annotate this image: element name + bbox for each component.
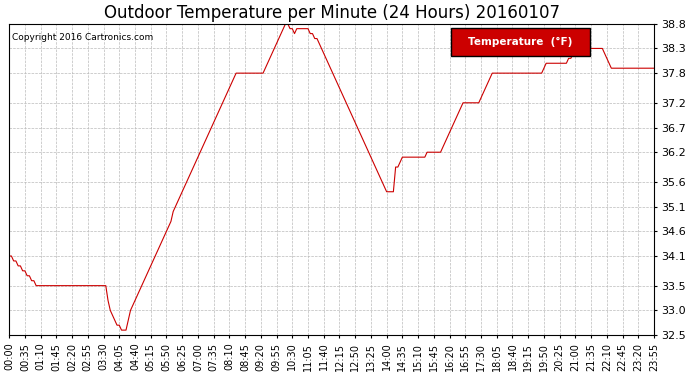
Text: Copyright 2016 Cartronics.com: Copyright 2016 Cartronics.com	[12, 33, 154, 42]
Title: Outdoor Temperature per Minute (24 Hours) 20160107: Outdoor Temperature per Minute (24 Hours…	[104, 4, 560, 22]
FancyBboxPatch shape	[451, 28, 589, 56]
Text: Temperature  (°F): Temperature (°F)	[468, 38, 573, 48]
